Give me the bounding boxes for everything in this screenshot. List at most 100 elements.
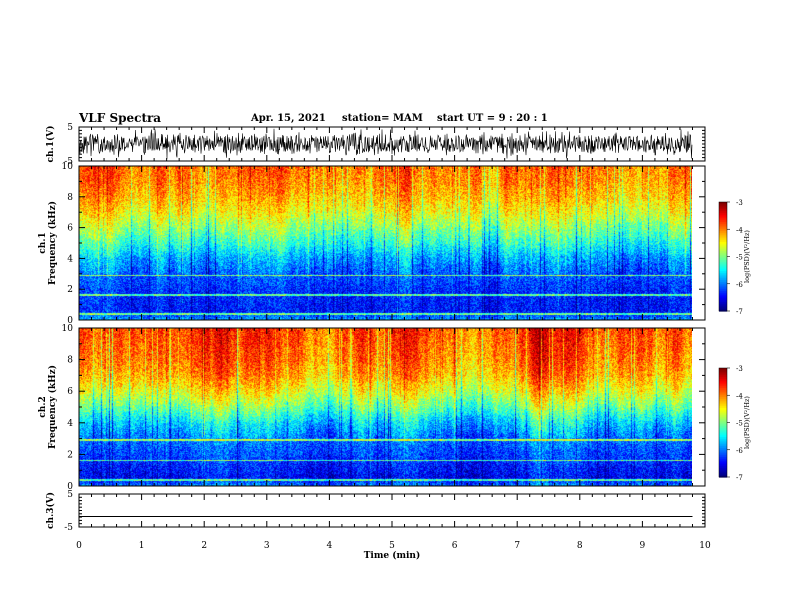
colorbar-ch2-swatch (719, 426, 727, 429)
colorbar-ch1-label: log(PSD)(V²/Hz) (743, 230, 751, 283)
colorbar-ch1-swatch (719, 240, 727, 243)
colorbar-ch2-swatch (719, 418, 727, 422)
colorbar-ch2-swatch (719, 371, 727, 375)
colorbar-ch2-swatch (719, 427, 727, 431)
colorbar-ch2-swatch (719, 400, 727, 404)
colorbar-ch1-swatch (719, 216, 727, 219)
colorbar-ch1-swatch (719, 232, 727, 236)
waveform-ch3-panel: -5 5 ch.3(V) (45, 490, 706, 533)
colorbar-ch1-swatch (719, 256, 727, 259)
colorbar-ch2-swatch (719, 397, 727, 400)
colorbar-ch2-swatch (719, 464, 727, 467)
colorbar-ch2-swatch (719, 446, 727, 449)
time-tick-label: 1 (139, 541, 145, 551)
colorbar-ch2: -3 -4 -5 -6 -7 log(PSD)(V²/Hz) (718, 365, 751, 482)
colorbar-ch2-swatch (719, 437, 727, 440)
spectrogram-ch2-ylabel-frequency: Frequency (kHz) (47, 365, 58, 449)
colorbar-ch2-swatch (719, 422, 727, 425)
colorbar-ch2-swatch (719, 435, 727, 438)
spectrogram-ch2-ylabel: ch.2Frequency (kHz) (38, 365, 58, 449)
time-axis-label: Time (min) (364, 550, 421, 561)
colorbar-ch1-swatch (719, 218, 727, 221)
spectrogram-ch1-image (79, 166, 692, 320)
colorbar-ch1-tick-label: -7 (736, 308, 743, 316)
spectrogram-ch1-ytick-label: 4 (67, 254, 73, 264)
colorbar-ch2-swatch (719, 449, 727, 453)
colorbar-ch2-tick-label: -6 (736, 447, 743, 455)
colorbar-ch1-swatch (719, 261, 727, 265)
colorbar-ch1-swatch (719, 276, 727, 279)
colorbar-ch2-swatch (719, 424, 727, 427)
colorbar-ch2-swatch (719, 444, 727, 447)
colorbar-ch1-swatch (719, 203, 727, 207)
colorbar-ch1-swatch (719, 202, 727, 205)
colorbar-ch2-swatch (719, 377, 727, 380)
colorbar-ch1-swatch (719, 281, 727, 285)
colorbar-ch2-swatch (719, 368, 727, 371)
time-tick-label: 0 (76, 541, 82, 551)
colorbar-ch1-swatch (719, 211, 727, 214)
colorbar-ch2-tick-label: -4 (736, 392, 743, 400)
time-tick-label: 8 (577, 541, 583, 551)
time-axis: 0 1 2 3 4 5 6 7 8 9 10 Time (min) (76, 541, 711, 561)
colorbar-ch1-swatch (719, 260, 727, 263)
colorbar-ch1-swatch (719, 296, 727, 299)
colorbar-ch1-swatch (719, 209, 727, 212)
waveform-ch1-ytick-label: 5 (67, 123, 73, 133)
colorbar-ch2-swatch (719, 398, 727, 402)
colorbar-ch2-swatch (719, 386, 727, 389)
colorbar-ch2-swatch (719, 402, 727, 405)
colorbar-ch2-swatch (719, 375, 727, 378)
colorbar-ch1-swatch (719, 287, 727, 290)
colorbar-ch2-swatch (719, 382, 727, 385)
waveform-ch1-trace (78, 128, 693, 159)
colorbar-ch1-swatch (719, 274, 727, 278)
colorbar-ch1-swatch (719, 307, 727, 310)
spectrogram-ch1-ylabel-channel: ch.1 (38, 232, 48, 253)
spectrogram-ch1-ytick-label: 0 (67, 316, 73, 326)
colorbar-ch1-swatch (719, 292, 727, 296)
spectrogram-ch2-image (79, 328, 692, 486)
colorbar-ch1-swatch (719, 265, 727, 268)
colorbar-ch2-swatch (719, 471, 727, 474)
colorbar-ch1-swatch (719, 247, 727, 250)
colorbar-ch2-swatch (719, 391, 727, 395)
colorbar-ch1-swatch (719, 294, 727, 298)
colorbar-ch2-tick-label: -7 (736, 474, 743, 482)
colorbar-ch1-swatch (719, 267, 727, 270)
colorbar-ch1-swatch (719, 283, 727, 287)
colorbar-ch2-swatch (719, 442, 727, 445)
colorbar-ch2-swatch (719, 475, 727, 478)
time-tick-label: 2 (201, 541, 207, 551)
colorbar-ch1-swatch (719, 241, 727, 245)
colorbar-ch1-swatch (719, 251, 727, 254)
colorbar-ch2-swatch (719, 389, 727, 393)
waveform-ch3-ytick-label: -5 (64, 523, 73, 533)
colorbar-ch2-swatch (719, 438, 727, 442)
colorbar-ch1-tick-label: -6 (736, 281, 743, 289)
colorbar-ch2-swatch (719, 409, 727, 413)
colorbar-ch2-swatch (719, 466, 727, 469)
colorbar-ch1-swatch (719, 272, 727, 276)
time-tick-label: 9 (640, 541, 646, 551)
colorbar-ch1-swatch (719, 207, 727, 210)
colorbar-ch1-swatch (719, 309, 727, 312)
time-tick-label: 6 (452, 541, 458, 551)
colorbar-ch1-swatch (719, 212, 727, 216)
colorbar-ch1-swatch (719, 223, 727, 227)
colorbar-ch2-swatch (719, 411, 727, 415)
colorbar-ch2-swatch (719, 458, 727, 462)
spectrogram-ch2-ytick-label: 10 (62, 324, 74, 334)
colorbar-ch1-swatch (719, 254, 727, 258)
colorbar-ch2-swatch (719, 407, 727, 411)
colorbar-ch2-swatch (719, 469, 727, 473)
spectrogram-ch1-panel: 0 2 4 6 8 10 ch.1Frequency (kHz) (38, 162, 706, 326)
spectrogram-ch1-ytick-label: 2 (67, 285, 73, 295)
colorbar-ch1-swatch (719, 258, 727, 261)
colorbar-ch1-swatch (719, 289, 727, 292)
spectrogram-ch2-ytick-label: 8 (67, 356, 73, 366)
colorbar-ch1-swatch (719, 269, 727, 272)
colorbar-ch1-swatch (719, 263, 727, 267)
spectrogram-ch1-ylabel-frequency: Frequency (kHz) (47, 201, 58, 285)
